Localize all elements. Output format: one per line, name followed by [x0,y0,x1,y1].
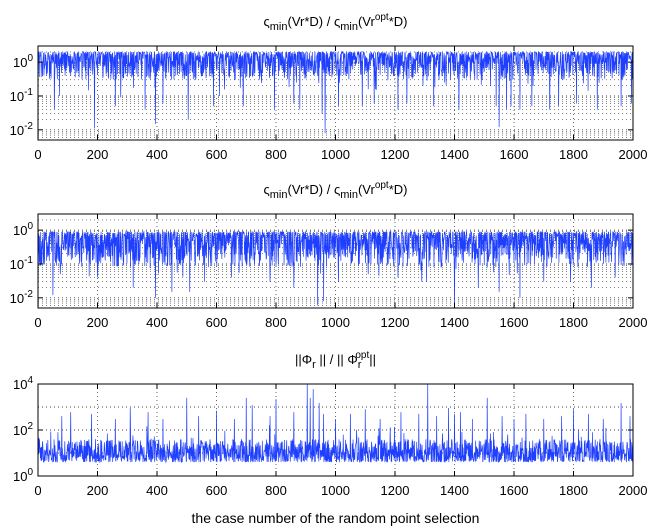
x-tick-label: 1000 [321,483,350,498]
x-tick-label: 1400 [440,147,469,162]
y-tick-label: 100 [13,467,33,484]
x-tick-label: 600 [206,147,228,162]
chart-panel-3: 0 200 400 600 800 1000 1200 1400 1600 1800 2000 104… [13,350,647,526]
x-tick-label: 1600 [500,147,529,162]
x-tick-label: 2000 [619,147,648,162]
chart-title: ςmin(Vr*D) / ςmin(Vropt*D) [263,12,407,33]
x-tick-label: 1400 [440,315,469,330]
x-tick-label: 200 [87,483,109,498]
x-tick-label: 2000 [619,483,648,498]
x-tick-label: 0 [34,147,41,162]
x-tick-label: 800 [265,147,287,162]
x-tick-label: 600 [206,483,228,498]
chart-title: ςmin(Vr*D) / ςmin(Vropt*D) [263,180,407,201]
x-tick-label: 200 [87,147,109,162]
y-tick-label: 10-2 [10,289,34,306]
x-tick-label: 1800 [559,483,588,498]
x-tick-label: 1600 [500,315,529,330]
x-tick-label: 0 [34,315,41,330]
y-tick-label: 10-1 [10,87,34,104]
x-tick-label: 400 [146,483,168,498]
x-tick-label: 1200 [381,315,410,330]
x-tick-label: 400 [146,315,168,330]
x-tick-label: 1800 [559,315,588,330]
series-line [38,384,633,464]
series-line [38,230,633,306]
y-tick-label: 104 [13,375,33,392]
x-tick-label: 1000 [321,315,350,330]
y-tick-label: 100 [13,53,33,70]
chart-panel-1: 0 200 400 600 800 1000 1200 1400 1600 1800 2000 100… [10,12,648,162]
x-tick-label: 1800 [559,147,588,162]
x-tick-label: 600 [206,315,228,330]
x-tick-label: 1600 [500,483,529,498]
x-axis-label: the case number of the random point sele… [192,510,480,526]
chart-title: ||Φr || / || Φropt|| [295,350,376,371]
x-tick-label: 800 [265,315,287,330]
x-tick-label: 400 [146,147,168,162]
chart-panel-2: 0 200 400 600 800 1000 1200 1400 1600 1800 2000 100… [10,180,648,330]
x-tick-label: 800 [265,483,287,498]
x-tick-label: 1400 [440,483,469,498]
series-line [38,50,633,134]
y-tick-label: 10-2 [10,121,34,138]
x-tick-label: 1200 [381,483,410,498]
x-tick-label: 1200 [381,147,410,162]
x-tick-label: 0 [34,483,41,498]
x-tick-label: 1000 [321,147,350,162]
x-tick-label: 200 [87,315,109,330]
x-tick-label: 2000 [619,315,648,330]
y-tick-label: 100 [13,221,33,238]
y-tick-label: 102 [13,421,33,438]
y-tick-label: 10-1 [10,255,34,272]
